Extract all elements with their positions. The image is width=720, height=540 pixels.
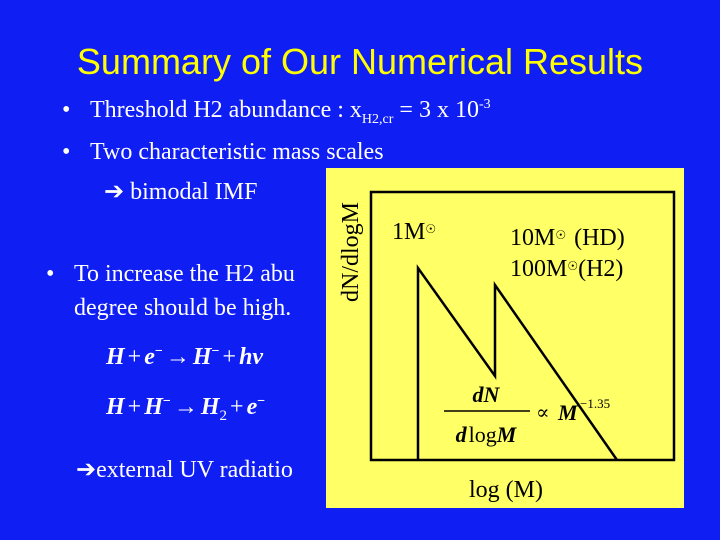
label-1m-text: 1M: [392, 219, 425, 245]
formula-denominator: dlogM: [456, 422, 518, 447]
bullet-dot: •: [62, 139, 71, 165]
eq-arrow: →: [165, 344, 190, 370]
threshold-exponent: -3: [478, 97, 491, 112]
plot-frame: [369, 190, 676, 462]
proportional-symbol: ∝: [536, 400, 550, 424]
den-m: M: [496, 422, 518, 447]
bullet-mass-scales: • Two characteristic mass scales: [62, 138, 384, 166]
label-10m-text: 10M: [510, 225, 555, 251]
eq-subscript: 2: [219, 407, 228, 424]
eq-plus: +: [222, 344, 237, 370]
label-1m: 1M☉: [392, 219, 436, 245]
eq-symbol: H: [106, 394, 125, 420]
imf-figure: dN/dlogM log (M) 1M☉ 10M☉ (HD) 100M☉(H2) …: [338, 190, 676, 503]
imf-curve: [416, 264, 619, 461]
eq-symbol: H: [144, 394, 163, 420]
eq-symbol: H: [192, 344, 212, 370]
eq-arrow: →: [173, 394, 198, 420]
eq-superscript: −: [211, 344, 220, 359]
imf-power-law-formula: dN dlogM ∝ M −1.35: [444, 382, 610, 447]
external-uv-text: external UV radiatio: [96, 457, 293, 483]
formula-exponent: −1.35: [580, 396, 610, 411]
label-10m-hd: 10M☉ (HD): [510, 225, 625, 251]
threshold-prefix: Threshold H2 abundance : x: [90, 97, 362, 123]
x-axis-label: log (M): [469, 477, 543, 503]
eq-superscript: −: [257, 394, 266, 409]
eq-symbol: H: [200, 394, 220, 420]
y-axis-label: dN/dlogM: [338, 202, 364, 302]
eq-symbol: e: [246, 394, 258, 420]
threshold-subscript: H2,cr: [361, 111, 394, 127]
sun-icon: ☉: [567, 259, 578, 273]
eq-plus: +: [127, 394, 142, 420]
equation-h-minus-formation: H + e− → H− + hν: [106, 344, 263, 371]
label-h2-text: (H2): [578, 256, 623, 282]
sun-icon: ☉: [425, 222, 436, 236]
arrow-icon: ➔: [104, 179, 125, 205]
bimodal-text: bimodal IMF: [124, 179, 258, 205]
imf-figure-panel: dN/dlogM log (M) 1M☉ 10M☉ (HD) 100M☉(H2) …: [326, 168, 684, 508]
eq-superscript: −: [162, 394, 171, 409]
eq-superscript: −: [154, 344, 163, 359]
bullet-threshold: • Threshold H2 abundance : xH2,cr = 3 x 1…: [62, 96, 491, 127]
equation-h2-formation: H + H− → H2 + e−: [106, 394, 265, 425]
slide-title: Summary of Our Numerical Results: [76, 41, 644, 82]
label-100m-h2: 100M☉(H2): [510, 256, 623, 282]
eq-symbol: H: [106, 344, 125, 370]
eq-symbol: e: [144, 344, 155, 370]
den-d: d: [456, 422, 468, 447]
bullet-increase-h2-cont: degree should be high.: [74, 294, 291, 322]
label-hd-text: (HD): [574, 225, 625, 251]
formula-numerator: dN: [473, 382, 501, 407]
eq-plus: +: [127, 344, 142, 370]
sun-icon: ☉: [555, 228, 566, 242]
eq-plus: +: [230, 394, 244, 420]
bimodal-line: ➔ bimodal IMF: [104, 178, 257, 206]
degree-text: degree should be high.: [74, 295, 292, 321]
bullet-dot: •: [62, 97, 71, 123]
formula-m: M: [557, 400, 579, 425]
threshold-middle: = 3 x 10: [393, 97, 479, 123]
bullet-increase-h2: • To increase the H2 abu: [46, 260, 295, 288]
eq-symbol: hν: [239, 344, 264, 370]
label-100m-text: 100M: [510, 256, 567, 282]
arrow-icon: ➔: [76, 457, 97, 483]
increase-h2-text: To increase the H2 abu: [74, 261, 295, 287]
den-log: log: [469, 422, 497, 447]
external-uv-line: ➔external UV radiatio: [76, 456, 293, 484]
bullet-dot: •: [46, 261, 55, 287]
mass-scales-text: Two characteristic mass scales: [90, 139, 384, 165]
